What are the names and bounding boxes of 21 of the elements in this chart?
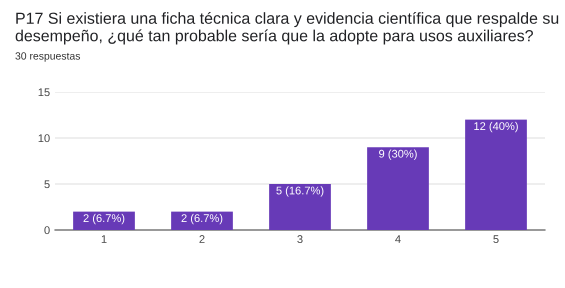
chart-title: P17 Si existiera una ficha técnica clara y evidencia científica que respalde su desempeño, ¿qué tan probable sería que la adopte para usos auxiliares?	[16, 12, 558, 45]
bar	[465, 120, 527, 230]
y-tick-label: 15	[38, 88, 50, 96]
y-tick-label: 10	[38, 134, 50, 142]
y-tick-label: 0	[44, 226, 50, 234]
x-tick-label: 5	[493, 235, 499, 244]
data-label: 2 (6.7%)	[84, 214, 124, 224]
x-tick-label: 3	[297, 235, 303, 244]
bar	[73, 212, 135, 230]
x-tick-label: 1	[102, 235, 107, 243]
bar	[367, 147, 429, 230]
data-label: 9 (30%)	[379, 150, 417, 160]
bar	[171, 212, 233, 230]
data-label: 5 (16.7%)	[276, 186, 324, 197]
y-tick-label: 5	[44, 180, 50, 188]
bar	[269, 184, 331, 230]
x-tick-label: 4	[395, 235, 401, 243]
data-label: 2 (6.7%)	[182, 214, 222, 224]
chart-subtitle: 30 respuestas	[15, 52, 80, 62]
x-tick-label: 2	[199, 235, 205, 243]
data-label: 12 (40%)	[474, 122, 518, 132]
